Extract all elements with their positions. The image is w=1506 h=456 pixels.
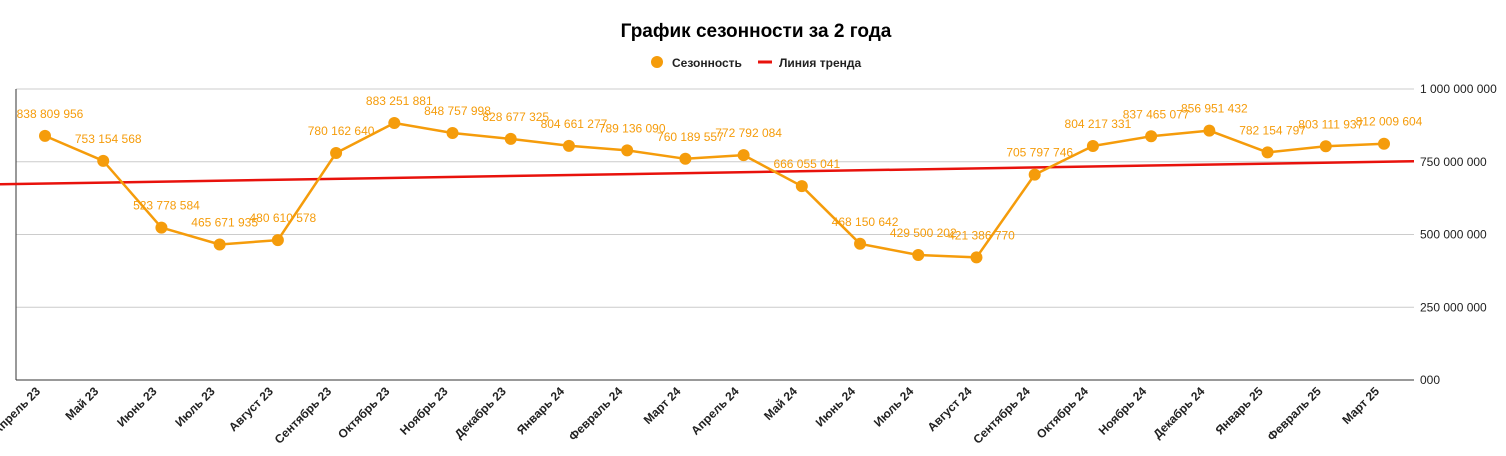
x-tick-label: Март 24 (641, 384, 684, 427)
data-label: 780 162 640 (308, 124, 375, 138)
data-point[interactable] (271, 234, 284, 247)
x-tick-label: Июнь 23 (114, 384, 160, 430)
data-point[interactable] (854, 237, 867, 250)
x-tick-label: Декабрь 24 (1150, 384, 1207, 441)
x-tick-label: Май 23 (63, 384, 102, 423)
x-tick-label: Октябрь 23 (335, 384, 393, 442)
data-label: 838 809 956 (17, 107, 84, 121)
data-point[interactable] (737, 149, 750, 162)
gridlines (16, 88, 1414, 308)
data-label: 789 136 090 (599, 121, 666, 135)
data-label: 812 009 604 (1356, 115, 1423, 129)
data-label: 848 757 998 (424, 104, 491, 118)
data-point[interactable] (504, 132, 517, 145)
y-axis-ticks: 000 250 000 000 500 000 000 750 000 000 1 00… (1420, 82, 1497, 387)
x-tick-label: Май 24 (761, 384, 800, 423)
x-tick-label: Февраль 24 (566, 384, 626, 444)
data-point[interactable] (1378, 137, 1390, 150)
data-label: 429 500 202 (890, 226, 957, 240)
x-tick-label: Июль 23 (172, 384, 218, 430)
chart-title: График сезонности за 2 года (621, 21, 892, 42)
x-tick-label: Сентябрь 23 (272, 384, 335, 447)
data-point[interactable] (679, 152, 692, 165)
y-tick-label: 750 000 000 (1420, 155, 1487, 169)
legend-label-trendline: Линия тренда (779, 56, 862, 70)
data-point[interactable] (795, 180, 808, 193)
x-tick-label: Февраль 25 (1265, 384, 1325, 444)
data-label: 883 251 881 (366, 94, 433, 108)
data-point[interactable] (1203, 124, 1216, 137)
data-label: 480 610 578 (250, 211, 317, 225)
series-layer (39, 116, 1390, 264)
x-tick-label: Ноябрь 24 (1096, 384, 1150, 438)
data-point[interactable] (1086, 139, 1099, 152)
legend-marker-seasonality (651, 56, 663, 68)
data-point[interactable] (1145, 130, 1158, 143)
data-label: 803 111 937 (1298, 117, 1363, 131)
x-tick-label: Июль 24 (871, 384, 917, 430)
data-label: 465 671 935 (191, 215, 258, 229)
data-point[interactable] (1028, 168, 1041, 181)
x-tick-label: Январь 24 (514, 384, 567, 437)
data-point[interactable] (912, 249, 925, 262)
x-tick-label: Декабрь 23 (452, 384, 509, 441)
data-label: 782 154 797 (1239, 123, 1306, 137)
legend: Сезонность Линия тренда (651, 56, 862, 70)
y-tick-label: 250 000 000 (1420, 300, 1487, 314)
data-point[interactable] (1261, 146, 1274, 159)
data-point[interactable] (446, 127, 459, 140)
x-tick-label: Ноябрь 23 (397, 384, 451, 438)
x-axis-ticks: Апрель 23 Май 23 Июнь 23 Июль 23 Август 23Се… (0, 384, 1382, 447)
data-point[interactable] (330, 146, 343, 159)
data-label: 705 797 746 (1006, 146, 1073, 160)
data-labels: 838 809 956 753 154 568 523 778 584 465 671… (17, 94, 1423, 242)
data-label: 753 154 568 (75, 132, 142, 146)
x-tick-label: Август 23 (226, 384, 276, 434)
data-label: 828 677 325 (482, 110, 549, 124)
x-tick-label: Март 25 (1339, 384, 1382, 427)
axes (15, 89, 1414, 381)
legend-label-seasonality: Сезонность (672, 56, 742, 70)
data-label: 760 189 557 (657, 130, 724, 144)
data-label: 856 951 432 (1181, 102, 1248, 116)
data-point[interactable] (621, 144, 634, 157)
trendline-layer (0, 160, 1415, 186)
x-tick-label: Июнь 24 (813, 384, 859, 430)
data-label: 523 778 584 (133, 199, 200, 213)
x-tick-label: Январь 25 (1213, 384, 1266, 437)
data-label: 468 150 642 (832, 215, 899, 229)
x-tick-label: Август 24 (925, 384, 975, 434)
data-label: 666 055 041 (773, 157, 840, 171)
data-point[interactable] (97, 154, 110, 167)
data-point[interactable] (39, 129, 51, 142)
data-point[interactable] (970, 251, 983, 264)
x-tick-label: Октябрь 24 (1034, 384, 1092, 442)
data-point[interactable] (1319, 140, 1332, 153)
data-label: 421 386 770 (948, 228, 1015, 242)
trendline (0, 160, 1415, 186)
y-tick-label: 000 (1420, 373, 1440, 387)
data-label: 804 217 331 (1065, 117, 1132, 131)
x-tick-label: Сентябрь 24 (970, 384, 1033, 447)
y-tick-label: 1 000 000 000 (1420, 82, 1497, 96)
x-tick-label: Апрель 23 (0, 384, 43, 438)
y-tick-label: 500 000 000 (1420, 228, 1487, 242)
data-label: 772 792 084 (715, 126, 782, 140)
data-point[interactable] (562, 139, 575, 152)
data-label: 804 661 277 (541, 117, 608, 131)
data-point[interactable] (388, 116, 401, 129)
x-tick-label: Апрель 24 (688, 384, 742, 438)
data-label: 837 465 077 (1123, 107, 1190, 121)
data-point[interactable] (213, 238, 226, 251)
data-point[interactable] (155, 221, 168, 234)
series-line-seasonality (44, 121, 1385, 259)
